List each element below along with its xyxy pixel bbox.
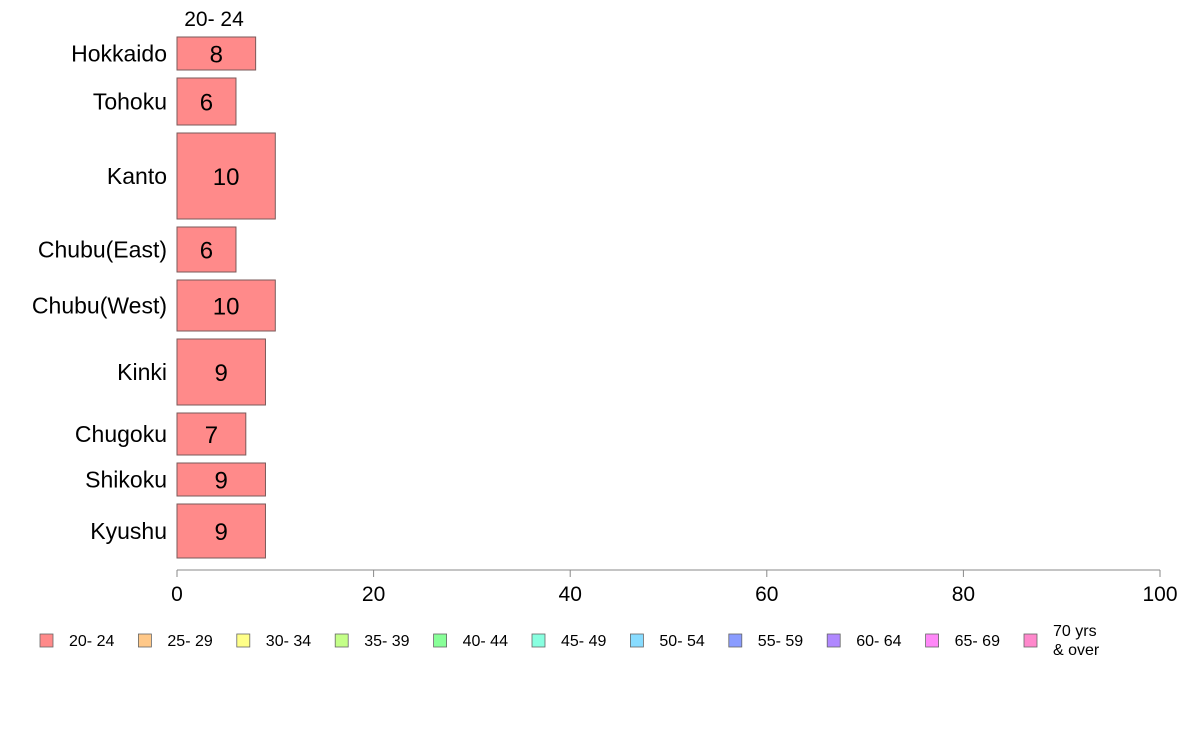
bar-value-label: 8 — [210, 42, 223, 69]
legend-item: 50- 54 — [630, 633, 705, 650]
legend-swatch — [39, 633, 54, 648]
legend-item: 40- 44 — [433, 633, 508, 650]
bar — [176, 338, 266, 406]
legend-item: 65- 69 — [925, 633, 1000, 650]
category-label: Shikoku — [85, 467, 167, 493]
category-label: Hokkaido — [71, 41, 167, 67]
x-tick-label: 60 — [755, 583, 778, 606]
legend-item: 20- 24 — [39, 633, 114, 650]
bar-value-label: 9 — [215, 468, 228, 495]
bar-value-label: 10 — [213, 164, 240, 191]
category-label: Chubu(West) — [32, 293, 167, 319]
legend-swatch — [925, 633, 939, 648]
category-label: Tohoku — [93, 89, 167, 115]
legend-item: 35- 39 — [334, 633, 410, 650]
legend-label: 25- 29 — [167, 633, 212, 650]
legend-label: 20- 24 — [69, 633, 114, 650]
category-label: Chugoku — [75, 421, 167, 447]
legend-label: 70 yrs & over — [1053, 623, 1100, 659]
bar — [176, 279, 276, 332]
legend-swatch — [334, 633, 349, 648]
legend-swatch — [433, 633, 448, 648]
bar-value-label: 6 — [200, 238, 213, 265]
bar-value-label: 9 — [215, 519, 228, 546]
bar — [176, 462, 266, 497]
legend-item: 60- 64 — [826, 633, 902, 650]
legend-swatch — [531, 633, 546, 648]
bar — [176, 132, 276, 220]
bar-value-label: 10 — [213, 294, 240, 321]
category-label: Chubu(East) — [38, 237, 167, 263]
bar — [176, 412, 247, 456]
legend-swatch — [137, 633, 152, 648]
legend-swatch — [826, 633, 841, 648]
bar — [176, 77, 237, 126]
bar-value-label: 6 — [200, 90, 213, 117]
x-tick-label: 40 — [559, 583, 582, 606]
bar-value-label: 9 — [215, 360, 228, 387]
legend: 20- 24 25- 29 30- 34 35- 39 40- 44 45- 49 50- … — [39, 623, 1100, 659]
legend-label: 50- 54 — [659, 633, 704, 650]
legend-item: 25- 29 — [137, 633, 213, 650]
x-tick-label: 0 — [171, 583, 183, 606]
legend-swatch — [728, 633, 743, 648]
column-label: 20- 24 — [184, 8, 244, 31]
legend-label: 55- 59 — [758, 633, 803, 650]
legend-swatch — [630, 633, 644, 648]
legend-label: 30- 34 — [266, 633, 311, 650]
bar — [176, 226, 237, 273]
legend-swatch — [236, 633, 251, 648]
x-tick-label: 100 — [1142, 583, 1177, 606]
category-label: Kyushu — [90, 518, 167, 544]
legend-label: 65- 69 — [955, 633, 1000, 650]
legend-label: 60- 64 — [856, 633, 901, 650]
legend-item: 30- 34 — [236, 633, 311, 650]
x-tick-label: 20 — [362, 583, 385, 606]
legend-item: 45- 49 — [531, 633, 606, 650]
legend-label: 35- 39 — [364, 633, 409, 650]
legend-label: 45- 49 — [561, 633, 606, 650]
bar — [176, 503, 266, 559]
legend-item: 70 yrs & over — [1023, 623, 1100, 659]
category-labels: Hokkaido Tohoku Kanto Chubu(East) Chubu(West… — [32, 41, 167, 545]
category-label: Kanto — [107, 163, 167, 189]
legend-item: 55- 59 — [728, 633, 803, 650]
category-label: Kinki — [117, 359, 167, 385]
legend-swatch — [1023, 633, 1038, 648]
x-axis: 0 20 40 60 80 100 — [171, 569, 1178, 606]
bars: 8 6 10 6 10 9 7 9 9 — [176, 36, 276, 559]
legend-label: 40- 44 — [463, 633, 508, 650]
bar — [176, 36, 257, 71]
x-tick-label: 80 — [952, 583, 975, 606]
bar-value-label: 7 — [205, 422, 218, 449]
